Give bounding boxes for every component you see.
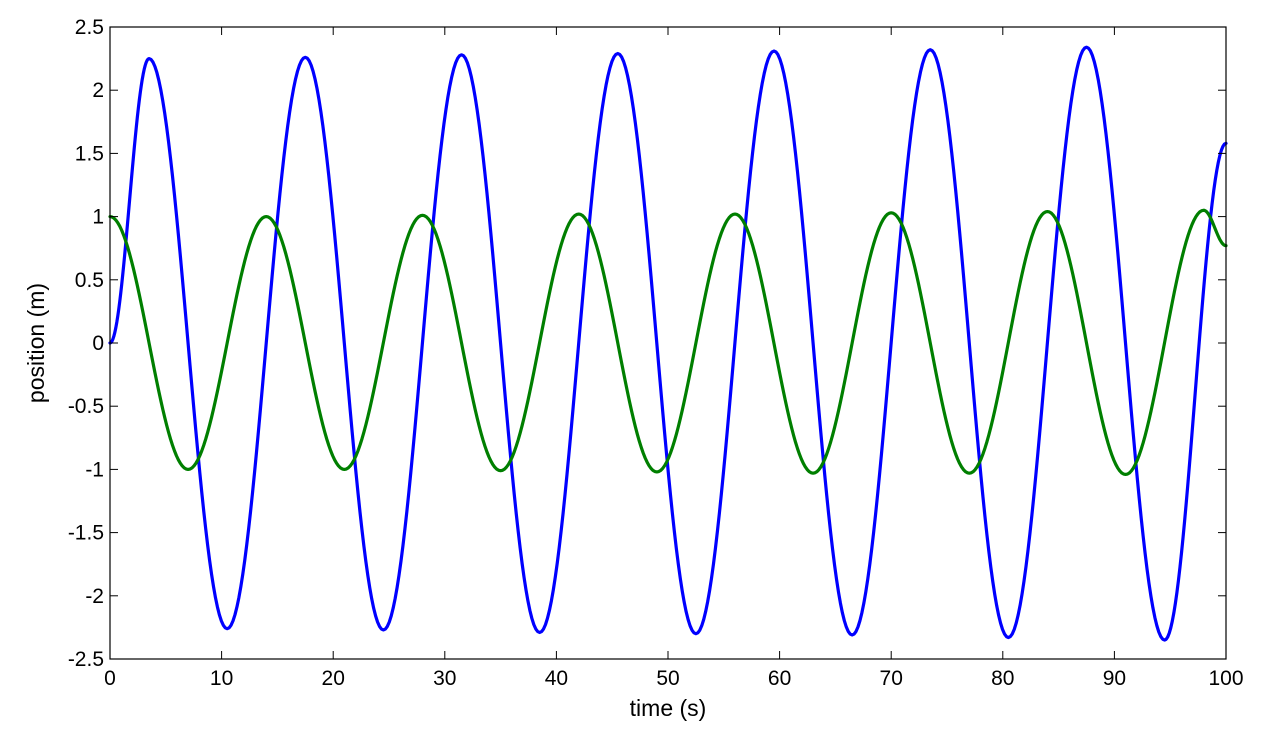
y-tick-label: -1	[85, 458, 104, 481]
y-tick-label: -0.5	[68, 395, 104, 418]
y-tick-label: -2	[85, 585, 104, 608]
x-tick-label: 60	[768, 667, 791, 690]
series-layer	[108, 45, 1228, 642]
x-tick-label: 80	[991, 667, 1014, 690]
y-tick-label: 2	[92, 79, 104, 102]
y-tick-label: 2.5	[75, 16, 104, 39]
series-line-2	[108, 208, 1228, 477]
x-tick-label: 0	[104, 667, 116, 690]
y-tick-label: 1.5	[75, 142, 104, 165]
x-tick-label: 40	[545, 667, 568, 690]
y-tick-label: -2.5	[68, 648, 104, 671]
x-tick-label: 20	[322, 667, 345, 690]
x-tick-label: 70	[880, 667, 903, 690]
plot-area	[110, 27, 1226, 659]
y-tick-label: 0	[92, 332, 104, 355]
tick-layer: 0 10 20 30 40 50 60 70 80 90 100 2.5 2 1.5 1 0.5 0 -0.5 -1…	[68, 16, 1244, 690]
y-axis-label: position (m)	[23, 283, 49, 403]
y-tick-label: 1	[92, 206, 104, 229]
plot-frame	[109, 26, 1227, 660]
series-line-1	[108, 45, 1228, 642]
x-tick-label: 90	[1103, 667, 1126, 690]
x-tick-label: 10	[210, 667, 233, 690]
x-tick-label: 50	[656, 667, 679, 690]
x-tick-label: 30	[433, 667, 456, 690]
y-tick-label: -1.5	[68, 522, 104, 545]
x-axis-label: time (s)	[630, 695, 707, 721]
y-tick-label: 0.5	[75, 269, 104, 292]
x-tick-label: 100	[1208, 667, 1243, 690]
